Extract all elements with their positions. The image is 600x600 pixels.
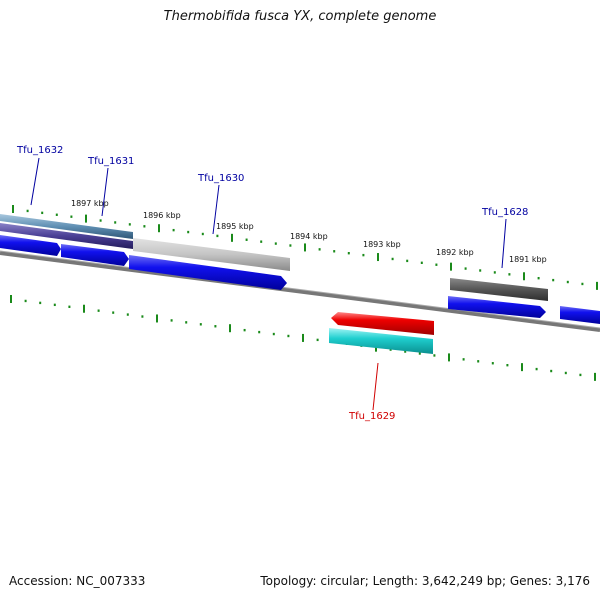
ruler-label: 1891 kbp (509, 255, 547, 264)
cds-arrow-forward[interactable] (129, 255, 287, 290)
cds-forward-row (0, 235, 600, 324)
ruler-label: 1892 kbp (436, 248, 474, 257)
accession-label: Accession: NC_007333 (9, 574, 146, 588)
gene-label-leaders (30, 157, 507, 411)
ruler-label: 1893 kbp (363, 240, 401, 249)
ruler-label: 1895 kbp (216, 222, 254, 231)
gene-label[interactable]: Tfu_1628 (481, 207, 528, 218)
cds-arrow-forward[interactable] (0, 235, 61, 256)
map-title: Thermobifida fusca YX, complete genome (163, 9, 437, 24)
ruler-ticks-upper (12, 205, 598, 290)
ruler-label: 1896 kbp (143, 211, 181, 220)
gene-label[interactable]: Tfu_1630 (197, 173, 244, 184)
gene-label[interactable]: Tfu_1632 (16, 145, 63, 156)
feature-bar-tfu-1630[interactable] (133, 238, 290, 271)
ruler-labels: 1897 kbp 1896 kbp 1895 kbp 1894 kbp 1893… (71, 199, 547, 264)
gene-labels: Tfu_1632 Tfu_1631 Tfu_1630 Tfu_1628 Tfu_… (16, 145, 528, 422)
cds-arrow-forward[interactable] (61, 244, 129, 266)
ruler-label: 1897 kbp (71, 199, 109, 208)
ruler-label: 1894 kbp (290, 232, 328, 241)
feature-bar-tfu-1632[interactable] (0, 214, 133, 239)
genome-backbone (0, 250, 600, 332)
gene-label[interactable]: Tfu_1631 (87, 156, 134, 167)
gene-label[interactable]: Tfu_1629 (348, 411, 395, 422)
feature-bar-tfu-1629[interactable] (329, 328, 433, 354)
genome-summary: Topology: circular; Length: 3,642,249 bp… (260, 574, 590, 588)
feature-bar-tfu-1631[interactable] (0, 223, 133, 249)
cds-arrow-reverse-tfu-1629[interactable] (331, 312, 434, 335)
feature-bar-tfu-1628[interactable] (450, 278, 548, 301)
cds-arrow-forward[interactable] (448, 296, 546, 318)
cds-arrow-forward[interactable] (560, 306, 600, 324)
